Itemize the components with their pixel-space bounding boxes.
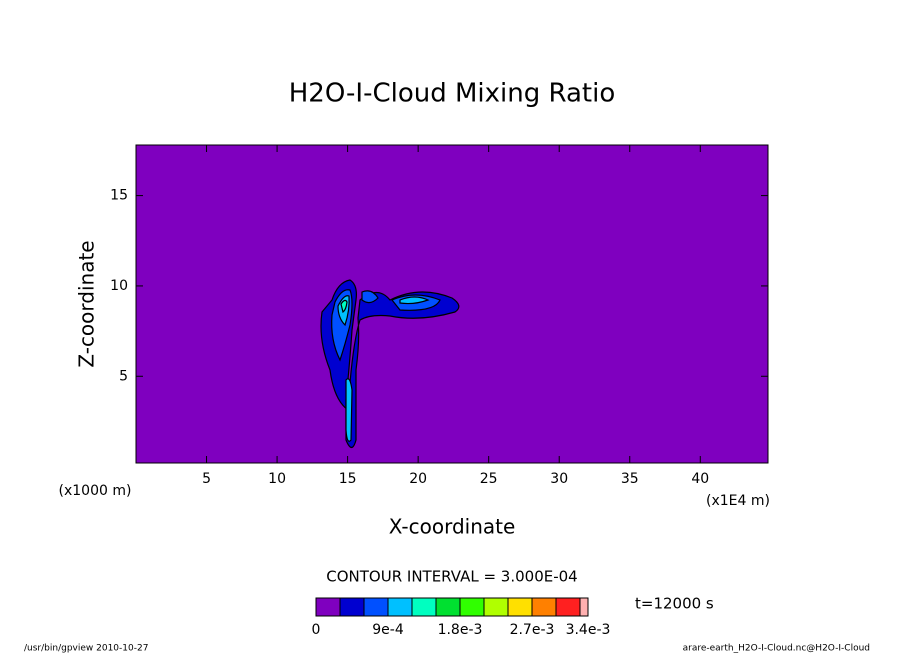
x-tick-label: 5 (202, 471, 211, 487)
x-tick-label: 30 (550, 471, 568, 487)
colorbar-box (411, 597, 437, 617)
footer-right: arare-earth_H2O-I-Cloud.nc@H2O-I-Cloud (683, 644, 870, 654)
x-tick-label: 40 (691, 471, 709, 487)
footer-left: /usr/bin/gpview 2010-10-27 (24, 644, 148, 654)
colorbar-box (507, 597, 533, 617)
y-tick-label: 5 (119, 368, 128, 384)
colorbar-box (315, 597, 341, 617)
colorbar-box (459, 597, 485, 617)
chart-title: H2O-I-Cloud Mixing Ratio (289, 79, 616, 109)
x-tick-label: 15 (339, 471, 357, 487)
colorbar-box (339, 597, 365, 617)
y-tick-label: 15 (110, 188, 128, 204)
colorbar-box (363, 597, 389, 617)
contour-field (320, 279, 460, 449)
colorbar-label: 2.7e-3 (510, 622, 555, 638)
x-axis-label: X-coordinate (389, 515, 516, 539)
colorbar-box (435, 597, 461, 617)
colorbar-label: 1.8e-3 (438, 622, 483, 638)
colorbar-box (483, 597, 509, 617)
colorbar-box (531, 597, 557, 617)
contour-interval: CONTOUR INTERVAL = 3.000E-04 (326, 568, 577, 586)
x-unit-right: (x1E4 m) (706, 493, 770, 509)
colorbar-box (555, 597, 581, 617)
colorbar-label: 3.4e-3 (566, 622, 611, 638)
time-label: t=12000 s (635, 595, 714, 613)
x-tick-label: 25 (480, 471, 498, 487)
x-tick-label: 10 (268, 471, 286, 487)
x-tick-label: 35 (621, 471, 639, 487)
y-tick-label: 10 (110, 278, 128, 294)
colorbar-box (579, 597, 589, 617)
colorbar-label: 0 (312, 622, 321, 638)
x-tick-label: 20 (409, 471, 427, 487)
x-unit-left: (x1000 m) (59, 483, 132, 499)
colorbar-box (387, 597, 413, 617)
colorbar-label: 9e-4 (372, 622, 404, 638)
y-axis-label: Z-coordinate (75, 240, 99, 367)
